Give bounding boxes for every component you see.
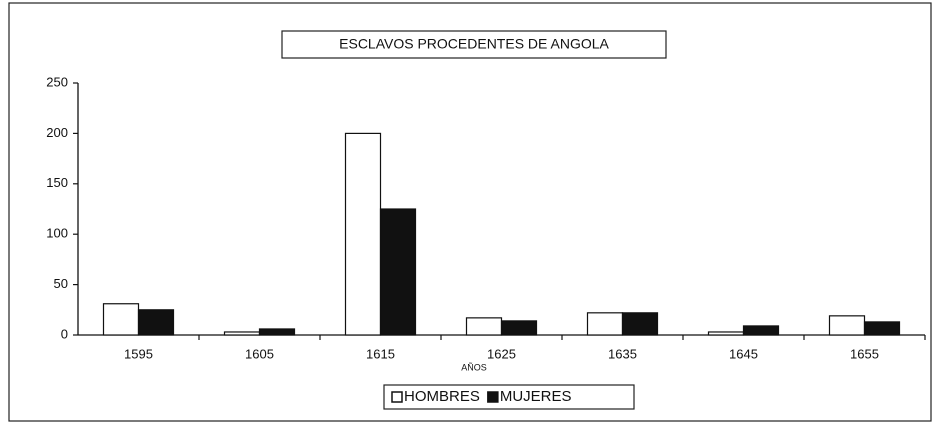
x-axis-label: AÑOS [461,362,487,372]
legend-swatch [391,391,403,403]
x-tick-label: 1605 [245,346,274,361]
bar [258,328,296,336]
y-tick-label: 100 [46,226,68,241]
legend-label: HOMBRES [404,388,480,405]
bar [828,315,866,336]
y-tick-label: 150 [46,175,68,190]
legend-label: MUJERES [500,388,572,405]
bar [102,303,140,336]
bar [707,331,745,336]
bar [586,312,624,336]
bar [742,325,780,336]
y-tick-label: 250 [46,74,68,89]
y-tick-label: 200 [46,125,68,140]
bar [621,312,659,336]
x-tick-label: 1615 [366,346,395,361]
frame [8,2,932,422]
y-tick-label: 50 [54,276,68,291]
bar [465,317,503,336]
bar [223,331,261,336]
chart-title: ESCLAVOS PROCEDENTES DE ANGOLA [339,36,609,52]
bar [379,208,417,336]
x-tick-label: 1595 [124,346,153,361]
bar [500,320,538,336]
y-tick-label: 0 [61,326,68,341]
bar [344,132,382,336]
legend-box [383,384,635,410]
x-tick-label: 1635 [608,346,637,361]
bar [137,309,175,336]
x-tick-label: 1645 [729,346,758,361]
legend-swatch [487,391,499,403]
x-tick-label: 1625 [487,346,516,361]
bar [863,321,901,336]
x-tick-label: 1655 [850,346,879,361]
title-box [281,30,667,59]
